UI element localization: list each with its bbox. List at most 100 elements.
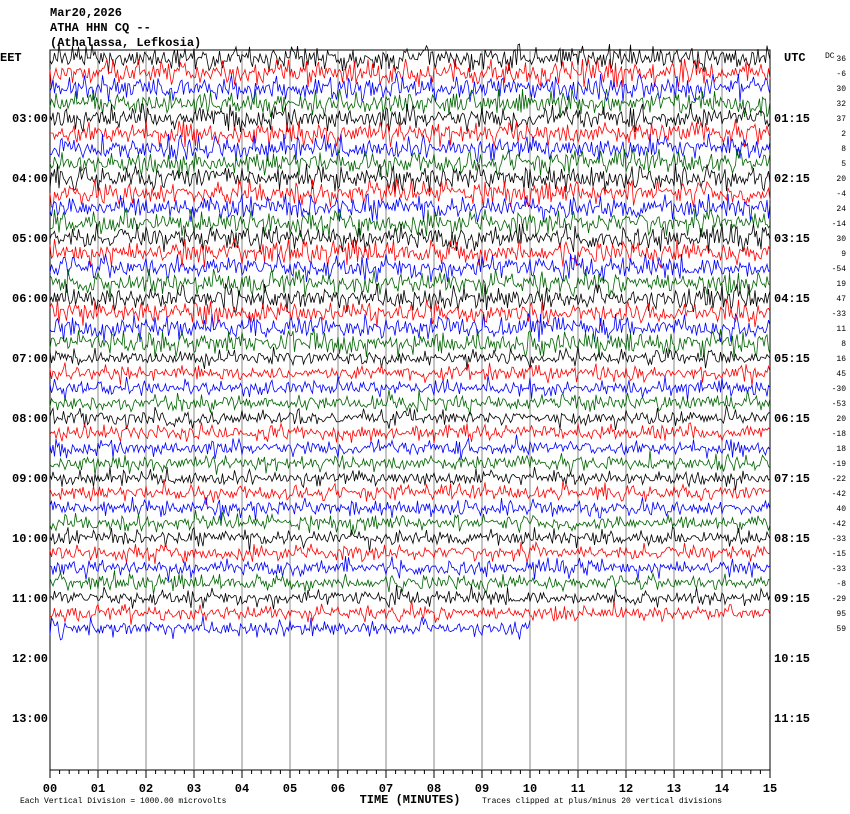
dc-offset: 30: [836, 235, 846, 244]
dc-offset: -14: [832, 220, 847, 229]
left-hour-label: 04:00: [12, 172, 48, 186]
dc-offset: -19: [832, 460, 847, 469]
clip-note: Traces clipped at plus/minus 20 vertical…: [482, 797, 722, 806]
seismic-trace: [49, 556, 771, 581]
dc-offset: -8: [836, 580, 846, 589]
dc-offset: 5: [841, 160, 846, 169]
x-tick-label: 02: [139, 782, 153, 796]
left-axis-title: EET: [0, 51, 22, 65]
seismic-trace: [49, 345, 771, 370]
seismic-trace: [49, 253, 771, 283]
x-tick-label: 13: [667, 782, 681, 796]
header-line: (Athalassa, Lefkosia): [50, 36, 201, 50]
dc-offset: 59: [836, 625, 846, 634]
dc-offset: 11: [836, 325, 846, 334]
seismic-trace: [49, 615, 531, 641]
dc-offset: 8: [841, 340, 846, 349]
seismic-trace: [49, 208, 771, 238]
dc-offset: 95: [836, 610, 846, 619]
right-hour-label: 02:15: [774, 172, 810, 186]
right-axis-title: UTC: [784, 51, 806, 65]
x-tick-label: 03: [187, 782, 201, 796]
dc-offset: -33: [832, 565, 847, 574]
x-tick-label: 11: [571, 782, 585, 796]
dc-offset: 30: [836, 85, 846, 94]
x-tick-label: 01: [91, 782, 105, 796]
x-tick-label: 04: [235, 782, 249, 796]
x-tick-label: 06: [331, 782, 345, 796]
seismic-trace: [49, 133, 771, 164]
right-hour-label: 05:15: [774, 352, 810, 366]
seismic-trace: [49, 298, 771, 328]
left-hour-label: 12:00: [12, 652, 48, 666]
header-line: ATHA HHN CQ --: [50, 21, 151, 35]
x-tick-label: 15: [763, 782, 777, 796]
dc-offset: 20: [836, 175, 846, 184]
header-line: Mar20,2026: [50, 6, 122, 20]
seismic-trace: [49, 570, 771, 594]
x-tick-label: 14: [715, 782, 729, 796]
right-hour-label: 11:15: [774, 712, 810, 726]
right-hour-label: 07:15: [774, 472, 810, 486]
seismic-trace: [49, 434, 771, 461]
dc-offset: 40: [836, 505, 846, 514]
left-hour-label: 11:00: [12, 592, 48, 606]
seismic-trace: [49, 88, 771, 118]
right-hour-label: 09:15: [774, 592, 810, 606]
seismic-trace: [49, 178, 771, 208]
seismic-trace: [49, 312, 771, 343]
seismic-trace: [49, 422, 771, 443]
seismic-trace: [49, 72, 771, 103]
dc-offset: 9: [841, 250, 846, 259]
left-hour-label: 10:00: [12, 532, 48, 546]
seismic-trace: [49, 389, 771, 416]
right-hour-label: 03:15: [774, 232, 810, 246]
dc-offset: 18: [836, 445, 846, 454]
left-hour-label: 08:00: [12, 412, 48, 426]
seismic-trace: [49, 103, 771, 133]
dc-offset: -54: [832, 265, 847, 274]
dc-offset: 16: [836, 355, 846, 364]
seismic-trace: [49, 163, 771, 193]
left-hour-label: 07:00: [12, 352, 48, 366]
dc-offset: 24: [836, 205, 846, 214]
seismic-trace: [49, 237, 771, 269]
x-tick-label: 07: [379, 782, 393, 796]
dc-offset: -4: [836, 190, 846, 199]
seismic-trace: [49, 479, 771, 505]
left-hour-label: 05:00: [12, 232, 48, 246]
dc-offset: -42: [832, 520, 847, 529]
dc-offset: -29: [832, 595, 847, 604]
left-hour-label: 09:00: [12, 472, 48, 486]
dc-offset: -22: [832, 475, 847, 484]
x-tick-label: 10: [523, 782, 537, 796]
dc-offset: -33: [832, 535, 847, 544]
right-hour-label: 08:15: [774, 532, 810, 546]
seismic-trace: [49, 268, 771, 298]
seismic-trace: [49, 148, 771, 178]
dc-offset: -42: [832, 490, 847, 499]
x-axis-title: TIME (MINUTES): [360, 793, 461, 807]
dc-offset: 20: [836, 415, 846, 424]
right-hour-label: 10:15: [774, 652, 810, 666]
dc-offset: 8: [841, 145, 846, 154]
dc-offset: -53: [832, 400, 847, 409]
dc-offset: -15: [832, 550, 847, 559]
left-hour-label: 13:00: [12, 712, 48, 726]
dc-offset: 47: [836, 295, 846, 304]
seismic-trace: [49, 599, 771, 625]
seismic-trace: [49, 585, 771, 610]
x-tick-label: 00: [43, 782, 57, 796]
x-tick-label: 12: [619, 782, 633, 796]
dc-offset: -18: [832, 430, 847, 439]
dc-offset: 37: [836, 115, 846, 124]
dc-offset: 45: [836, 370, 846, 379]
seismic-trace: [49, 43, 771, 73]
x-tick-label: 09: [475, 782, 489, 796]
seismic-trace: [49, 282, 771, 313]
dc-offset: -30: [832, 385, 847, 394]
dc-offset: -33: [832, 310, 847, 319]
scale-note: Each Vertical Division = 1000.00 microvo…: [20, 797, 227, 806]
x-tick-label: 05: [283, 782, 297, 796]
